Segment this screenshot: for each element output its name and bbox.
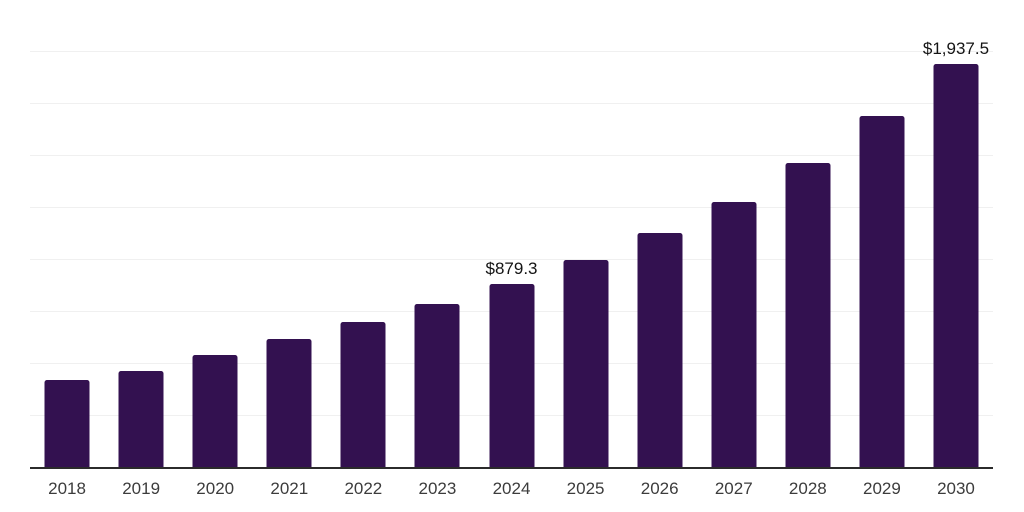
x-tick-2025: 2025 (566, 479, 605, 498)
gridline-1250 (30, 207, 993, 208)
bar-slot-2021 (252, 1, 326, 467)
x-tick-2027: 2027 (714, 479, 753, 498)
bar-2022 (340, 322, 386, 467)
bar-2024 (489, 284, 534, 467)
bars: $879.3 $1,937.5 (30, 1, 993, 467)
bar-2021 (266, 338, 312, 467)
gridline-1000 (30, 259, 993, 260)
gridline-1750 (30, 103, 993, 104)
bar-2019 (118, 370, 164, 467)
bar-2028 (785, 162, 831, 467)
gridline-2000 (30, 51, 993, 52)
bar-2030 (933, 64, 979, 467)
bar-slot-2029 (845, 1, 919, 467)
x-tick-2022: 2022 (344, 479, 383, 498)
bar-slot-2026 (623, 1, 697, 467)
bar-slot-2022 (326, 1, 400, 467)
x-tick-2021: 2021 (270, 479, 309, 498)
x-axis-tick-labels: 2018 2019 2020 2021 2022 2023 2024 2025 2026 2027… (30, 479, 993, 499)
bar-2026 (637, 232, 683, 467)
bar-slot-2028 (771, 1, 845, 467)
bar-slot-2023 (400, 1, 474, 467)
bar-slot-2030: $1,937.5 (919, 1, 993, 467)
plot-area: $879.3 $1,937.5 (30, 1, 993, 469)
bar-slot-2025 (549, 1, 623, 467)
x-tick-2023: 2023 (418, 479, 457, 498)
bar-slot-2019 (104, 1, 178, 467)
x-tick-2024: 2024 (492, 479, 531, 498)
value-label-2024: $879.3 (485, 259, 538, 279)
bar-2029 (859, 116, 905, 467)
x-tick-2026: 2026 (640, 479, 679, 498)
bar-slot-2024: $879.3 (474, 1, 548, 467)
bar-2018 (44, 379, 90, 467)
value-label-2030: $1,937.5 (922, 39, 990, 58)
bar-slot-2027 (697, 1, 771, 467)
x-tick-2019: 2019 (122, 479, 161, 498)
bar-2027 (711, 201, 757, 467)
bar-slot-2020 (178, 1, 252, 467)
bar-slot-2018 (30, 1, 104, 467)
bar-2020 (192, 354, 238, 467)
bar-2023 (414, 304, 460, 467)
x-tick-2030: 2030 (937, 479, 975, 498)
x-tick-2020: 2020 (196, 479, 235, 498)
gridline-1500 (30, 155, 993, 156)
x-tick-2029: 2029 (862, 479, 901, 498)
bar-2025 (563, 260, 609, 467)
x-tick-2028: 2028 (788, 479, 827, 498)
x-tick-2018: 2018 (48, 479, 86, 498)
